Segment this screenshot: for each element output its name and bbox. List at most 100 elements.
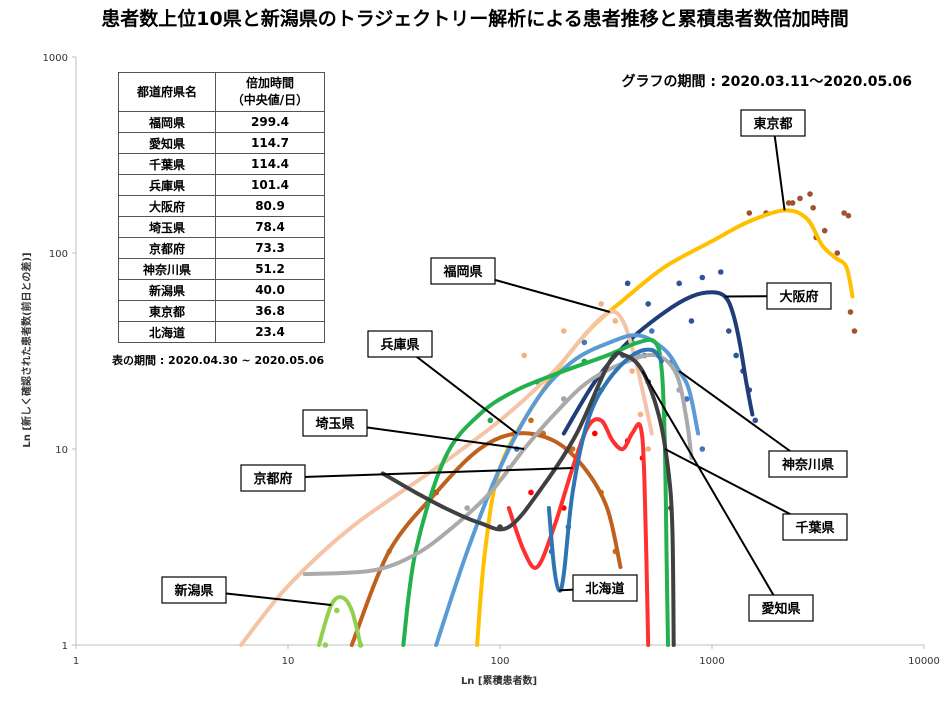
callout-box bbox=[240, 464, 306, 492]
scatter-point bbox=[629, 368, 635, 374]
x-tick-label: 1 bbox=[73, 656, 79, 667]
x-tick-label: 10000 bbox=[908, 656, 940, 667]
scatter-point bbox=[847, 309, 854, 315]
scatter-point bbox=[528, 417, 534, 424]
y-tick-label: 1 bbox=[62, 641, 68, 652]
callout-box bbox=[782, 513, 848, 541]
callout-label: 東京都 bbox=[753, 116, 792, 132]
y-axis-label: Ln [新しく確認された患者数(前日との差)] bbox=[20, 252, 33, 447]
scatter-point bbox=[322, 642, 329, 648]
y-tick-label: 100 bbox=[49, 249, 68, 260]
trajectory-lines-layer bbox=[239, 208, 855, 647]
scatter-point bbox=[810, 205, 816, 211]
callout-box bbox=[302, 409, 368, 437]
table-cell-prefecture: 千葉県 bbox=[118, 153, 216, 175]
scatter-point bbox=[807, 191, 813, 197]
table-row: 愛知県 114.7 bbox=[118, 132, 325, 154]
scatter-point bbox=[845, 212, 852, 219]
scatter-point bbox=[648, 328, 655, 334]
table-row: 千葉県 114.4 bbox=[118, 153, 325, 175]
scatter-point bbox=[561, 328, 567, 334]
callout-box bbox=[430, 257, 496, 285]
doubling-time-table: 都道府県名 倍加時間 （中央値/日） 福岡県 299.4 愛知県 114.7 千葉県 114… bbox=[118, 72, 325, 343]
scatter-point bbox=[528, 489, 534, 496]
callout-label: 神奈川県 bbox=[782, 457, 834, 473]
scatter-point bbox=[789, 200, 796, 206]
callout-box bbox=[740, 109, 806, 137]
table-cell-prefecture: 埼玉県 bbox=[118, 216, 216, 238]
scatter-point bbox=[487, 417, 494, 424]
callout-label: 新潟県 bbox=[174, 583, 213, 599]
table-cell-doubling-time: 101.4 bbox=[215, 174, 325, 196]
callout-label: 兵庫県 bbox=[380, 337, 419, 353]
table-cell-prefecture: 新潟県 bbox=[118, 279, 216, 301]
scatter-point bbox=[688, 318, 695, 324]
series-line bbox=[302, 352, 694, 577]
table-cell-prefecture: 大阪府 bbox=[118, 195, 216, 217]
series-line bbox=[434, 333, 701, 647]
scatter-point bbox=[851, 328, 858, 334]
scatter-point bbox=[785, 200, 792, 206]
table-cell-prefecture: 京都府 bbox=[118, 237, 216, 259]
table-cell-doubling-time: 299.4 bbox=[215, 111, 325, 133]
table-cell-doubling-time: 80.9 bbox=[215, 195, 325, 217]
scatter-point bbox=[624, 280, 631, 287]
scatter-point bbox=[717, 269, 724, 275]
table-row: 福岡県 299.4 bbox=[118, 111, 325, 133]
series-line bbox=[317, 595, 363, 647]
scatter-point bbox=[334, 607, 340, 614]
table-cell-prefecture: 福岡県 bbox=[118, 111, 216, 133]
chart-title: 患者数上位10県と新潟県のトラジェクトリー解析による患者推移と累積患者数倍加時間 bbox=[101, 8, 849, 30]
scatter-point bbox=[676, 280, 682, 287]
callout-box bbox=[367, 330, 433, 358]
x-axis-label: Ln [累積患者数] bbox=[461, 674, 537, 687]
callout-leader-line bbox=[641, 370, 782, 609]
callout-box bbox=[768, 450, 848, 478]
table-cell-doubling-time: 78.4 bbox=[215, 216, 325, 238]
x-tick-label: 1000 bbox=[699, 656, 724, 667]
scatter-point bbox=[598, 301, 604, 307]
x-tick-label: 100 bbox=[490, 656, 509, 667]
table-row: 東京都 36.8 bbox=[118, 300, 325, 322]
x-tick-label: 10 bbox=[282, 656, 295, 667]
scatter-point bbox=[733, 352, 739, 359]
table-cell-doubling-time: 36.8 bbox=[215, 300, 325, 322]
table-cell-prefecture: 兵庫県 bbox=[118, 174, 216, 196]
callout-label: 京都府 bbox=[253, 471, 292, 487]
callout-box bbox=[572, 574, 638, 602]
scatter-point bbox=[797, 195, 803, 202]
y-tick-label: 1000 bbox=[43, 53, 68, 64]
period-note: グラフの期間 : 2020.03.11～2020.05.06 bbox=[622, 73, 912, 90]
callout-leader-line bbox=[678, 370, 809, 465]
callout-leader-line bbox=[772, 122, 786, 211]
callout-label: 大阪府 bbox=[779, 289, 818, 305]
scatter-point bbox=[699, 446, 706, 452]
table-row: 北海道 23.4 bbox=[118, 321, 325, 343]
table-row: 京都府 73.3 bbox=[118, 237, 325, 259]
scatter-point bbox=[645, 301, 651, 307]
scatter-point bbox=[637, 411, 644, 418]
table-cell-doubling-time: 23.4 bbox=[215, 321, 325, 343]
table-cell-prefecture: 東京都 bbox=[118, 300, 216, 322]
table-row: 新潟県 40.0 bbox=[118, 279, 325, 301]
table-cell-prefecture: 愛知県 bbox=[118, 132, 216, 154]
scatter-point bbox=[725, 328, 732, 334]
table-cell-doubling-time: 73.3 bbox=[215, 237, 325, 259]
series-line bbox=[401, 337, 670, 647]
scatter-point bbox=[569, 446, 576, 452]
table-row: 兵庫県 101.4 bbox=[118, 174, 325, 196]
scatter-point bbox=[683, 396, 690, 402]
callout-label: 福岡県 bbox=[442, 264, 482, 280]
series-line bbox=[506, 417, 651, 647]
scatter-point bbox=[821, 227, 828, 234]
callout-leader-line bbox=[272, 466, 573, 479]
scatter-point bbox=[834, 250, 841, 256]
chart-axes: 1 10 100 1000 10000 1 10 100 1000 bbox=[43, 53, 940, 667]
scatter-point bbox=[591, 430, 598, 437]
scatter-point bbox=[521, 352, 527, 359]
callout-box bbox=[748, 594, 814, 622]
callout-leader-line bbox=[399, 343, 518, 435]
table-row: 神奈川県 51.2 bbox=[118, 258, 325, 280]
